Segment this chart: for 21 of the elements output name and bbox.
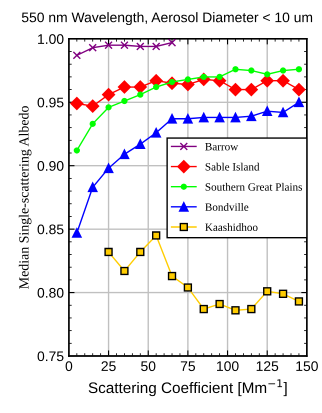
x-tick-label: 0 <box>66 361 72 372</box>
y-tick-label: 0.80 <box>38 288 64 298</box>
legend-label: Bondville <box>205 203 248 211</box>
x-tick-label: 25 <box>102 361 116 372</box>
y-tick-label: 0.90 <box>38 161 64 171</box>
legend-label: Kaashidhoo <box>205 223 258 231</box>
x-tick-label: 150 <box>296 361 318 372</box>
legend-label: Southern Great Plains <box>206 182 302 191</box>
x-tick-label: 50 <box>141 361 156 372</box>
y-tick-label: 0.75 <box>38 351 64 362</box>
x-tick-label: 100 <box>217 361 239 372</box>
y-tick-label: 0.95 <box>38 98 64 108</box>
y-axis-title: Median Single-scattering Albedo <box>18 106 32 289</box>
x-tick-label: 75 <box>180 361 196 372</box>
legend-label: Barrow <box>205 143 238 150</box>
legend-label: Sable Island <box>206 162 260 171</box>
y-tick-label: 0.85 <box>38 224 64 234</box>
y-tick-label: 1.00 <box>38 34 64 44</box>
x-tick-label: 125 <box>256 361 278 372</box>
chart-title: 550 nm Wavelength, Aerosol Diameter < 10 um <box>22 12 312 26</box>
x-axis-title: Scattering Coefficient [Mm$^{−1}$] <box>88 379 287 396</box>
